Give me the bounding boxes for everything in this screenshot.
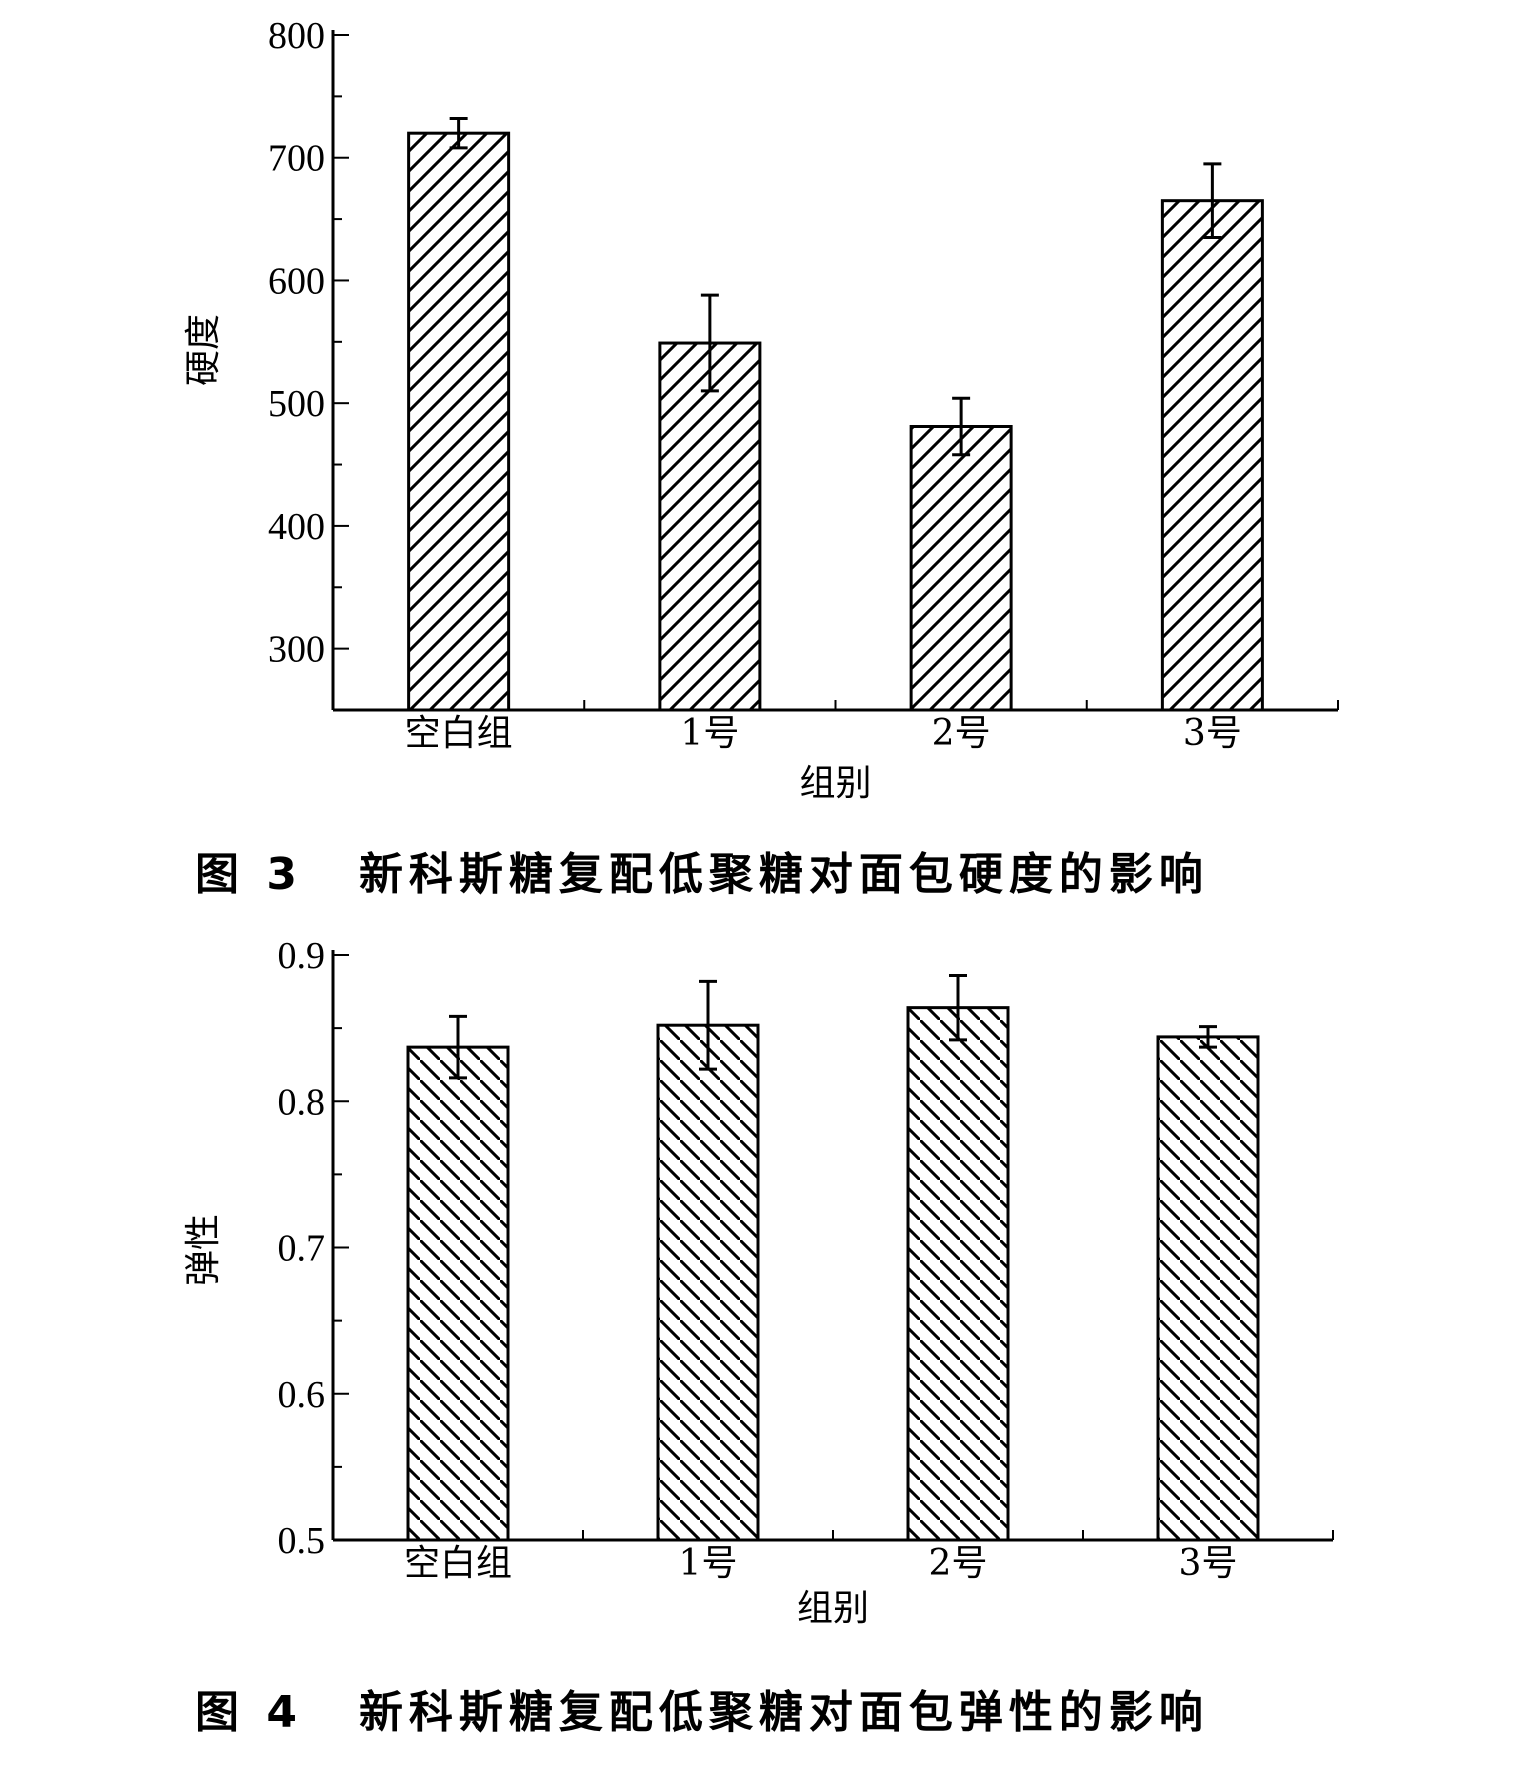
figure-3-caption: 图 3 新科斯糖复配低聚糖对面包硬度的影响 xyxy=(195,838,1395,902)
elasticity-bar-3 xyxy=(1156,1035,1260,1542)
figure-4-title: 新科斯糖复配低聚糖对面包弹性的影响 xyxy=(358,1687,1209,1738)
elasticity-x-axis-title: 组别 xyxy=(797,1588,869,1629)
elasticity-bar-0 xyxy=(406,1045,510,1542)
hardness-error-bar-2 xyxy=(952,396,971,457)
elasticity-y-tick-label-2: 0.7 xyxy=(278,1228,326,1270)
elasticity-y-tick-label-4: 0.9 xyxy=(278,935,326,977)
hardness-x-tick-label-1: 1号 xyxy=(680,713,739,754)
hardness-x-tick-label-2: 2号 xyxy=(932,713,991,754)
hardness-x-tick-label-0: 空白组 xyxy=(405,713,513,754)
elasticity-bar-2 xyxy=(906,1006,1010,1542)
hardness-bar-0 xyxy=(407,131,511,712)
figure-4-label: 图 4 xyxy=(195,1687,303,1738)
elasticity-error-bar-3 xyxy=(1199,1025,1217,1049)
elasticity-x-tick-label-2: 2号 xyxy=(929,1543,988,1584)
elasticity-x-tick-label-1: 1号 xyxy=(679,1543,738,1584)
figure-4-caption: 图 4 新科斯糖复配低聚糖对面包弹性的影响 xyxy=(195,1676,1395,1740)
hardness-y-tick-label-2: 500 xyxy=(268,383,325,425)
hardness-y-tick-label-4: 700 xyxy=(268,138,325,180)
hardness-bar-3 xyxy=(1160,199,1264,712)
hardness-bar-1 xyxy=(658,341,762,712)
elasticity-y-tick-label-0: 0.5 xyxy=(278,1520,326,1562)
elasticity-y-tick-label-3: 0.8 xyxy=(278,1081,326,1123)
hardness-y-axis-title: 硬度 xyxy=(183,314,224,386)
elasticity-error-bar-1 xyxy=(699,979,717,1071)
elasticity-x-tick-label-3: 3号 xyxy=(1179,1543,1238,1584)
hardness-x-tick-label-3: 3号 xyxy=(1183,713,1242,754)
hardness-error-bar-3 xyxy=(1203,162,1222,239)
figure-3-title: 新科斯糖复配低聚糖对面包硬度的影响 xyxy=(358,849,1209,900)
hardness-y-tick-label-5: 800 xyxy=(268,15,325,57)
elasticity-y-axis-title: 弹性 xyxy=(183,1214,224,1286)
hardness-y-tick-label-0: 300 xyxy=(268,629,325,671)
elasticity-bar-1 xyxy=(656,1023,760,1542)
elasticity-error-bar-0 xyxy=(449,1014,467,1080)
hardness-error-bar-0 xyxy=(449,116,468,150)
figure-3-label: 图 3 xyxy=(195,849,303,900)
elasticity-chart: 空白组 1号 2号 3号 0.5 0.6 0.7 0.8 0.9 组别 弹性 xyxy=(183,935,1334,1629)
elasticity-error-bar-2 xyxy=(949,973,967,1042)
hardness-y-tick-label-1: 400 xyxy=(268,506,325,548)
hardness-y-tick-label-3: 600 xyxy=(268,260,325,302)
hardness-bar-2 xyxy=(909,425,1013,712)
elasticity-x-tick-label-0: 空白组 xyxy=(404,1543,512,1584)
hardness-error-bar-1 xyxy=(700,293,719,393)
hardness-x-axis-title: 组别 xyxy=(799,763,871,804)
elasticity-y-tick-label-1: 0.6 xyxy=(278,1374,326,1416)
hardness-chart: 空白组 1号 2号 3号 300 400 500 600 700 800 组别 硬度 xyxy=(183,15,1339,804)
